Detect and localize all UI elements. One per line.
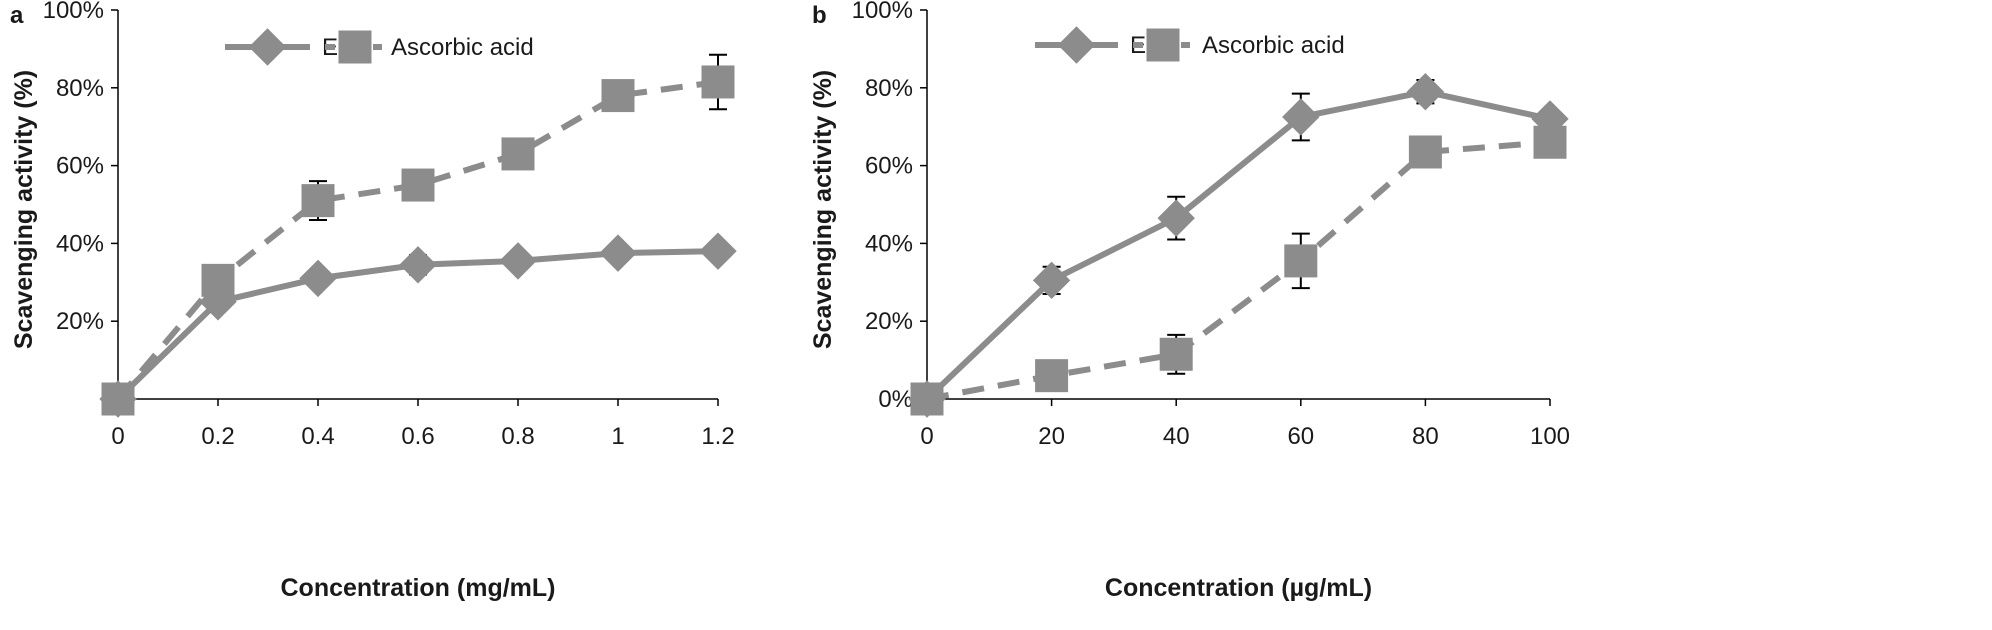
data-point-ascorbic-acid: [601, 79, 635, 113]
y-tick-label: 100%: [43, 0, 104, 24]
chart-panel-b: b 0% 20% 40% 60% 80% 100% 0 20 40 60 80 100 Concentra…: [809, 0, 1570, 602]
data-point-ascorbic-acid: [401, 168, 435, 202]
data-point-ascorbic-acid: [1035, 359, 1069, 393]
x-tick-label: 0: [111, 423, 124, 450]
series-line-ascorbic-acid: [926, 139, 1551, 402]
data-point-eps: [1406, 72, 1445, 111]
panel-letter: a: [10, 2, 24, 29]
x-tick-label: 40: [1163, 423, 1190, 450]
y-tick-label: 60%: [865, 153, 913, 180]
data-point-eps: [1157, 199, 1195, 237]
data-point-eps: [399, 246, 437, 284]
y-tick-label: 20%: [865, 308, 913, 335]
data-point-ascorbic-acid: [1408, 135, 1442, 169]
data-point-ascorbic-acid: [201, 263, 235, 297]
data-point-ascorbic-acid: [701, 65, 735, 99]
y-tick-label: 0%: [878, 386, 913, 413]
x-tick-label: 20: [1038, 423, 1065, 450]
y-tick-label: 80%: [56, 75, 104, 102]
legend-marker-eps: [248, 28, 287, 66]
legend: EPSAscorbic acid: [225, 28, 534, 66]
data-point-eps: [599, 234, 637, 272]
y-axis-title: Scavenging activity (%): [809, 70, 837, 349]
y-tick-label: 40%: [56, 230, 104, 257]
legend: EPSAscorbic acid: [1035, 26, 1345, 64]
data-point-ascorbic-acid: [1533, 125, 1567, 159]
x-tick-label: 0.6: [401, 423, 434, 450]
x-tick-label: 1.2: [701, 423, 734, 450]
legend-marker-eps: [1057, 26, 1096, 64]
x-tick-label: 80: [1412, 423, 1439, 450]
x-tick-label: 0.8: [501, 423, 534, 450]
data-point-ascorbic-acid: [1284, 244, 1318, 278]
x-tick-label: 60: [1287, 423, 1314, 450]
chart-panel-a: a 20% 40% 60% 80% 100% 0 0.2 0.4 0.6 0.8 1 1.2 Concen…: [10, 0, 737, 602]
data-point-eps: [1282, 98, 1320, 136]
data-point-ascorbic-acid: [301, 184, 335, 218]
x-tick-label: 100: [1530, 423, 1570, 450]
data-point-ascorbic-acid: [101, 382, 135, 416]
data-point-eps: [499, 242, 537, 280]
y-tick-label: 100%: [852, 0, 913, 24]
data-point-eps: [1032, 261, 1071, 300]
y-tick-label: 20%: [56, 308, 104, 335]
legend-label-ascorbic-acid: Ascorbic acid: [1202, 32, 1345, 59]
x-tick-label: 0.2: [201, 423, 234, 450]
data-point-ascorbic-acid: [910, 382, 944, 416]
data-point-ascorbic-acid: [501, 137, 535, 171]
data-point-eps: [299, 259, 337, 298]
y-tick-label: 80%: [865, 75, 913, 102]
series-line-eps: [924, 88, 1551, 402]
legend-marker-ascorbic-acid: [338, 30, 372, 64]
panel-letter: b: [812, 2, 827, 29]
x-axis-title: Concentration (µg/mL): [1105, 574, 1372, 602]
x-tick-label: 0.4: [301, 423, 334, 450]
x-axis-title: Concentration (mg/mL): [281, 574, 556, 602]
legend-label-ascorbic-acid: Ascorbic acid: [391, 34, 534, 61]
y-tick-label: 60%: [56, 153, 104, 180]
y-tick-label: 40%: [865, 230, 913, 257]
y-axis-title: Scavenging activity (%): [10, 70, 38, 349]
data-point-eps: [699, 232, 737, 270]
series-line-ascorbic-acid: [115, 78, 719, 401]
legend-marker-ascorbic-acid: [1146, 28, 1180, 62]
x-tick-label: 0: [920, 423, 933, 450]
x-tick-label: 1: [611, 423, 624, 450]
data-point-ascorbic-acid: [1159, 337, 1193, 371]
